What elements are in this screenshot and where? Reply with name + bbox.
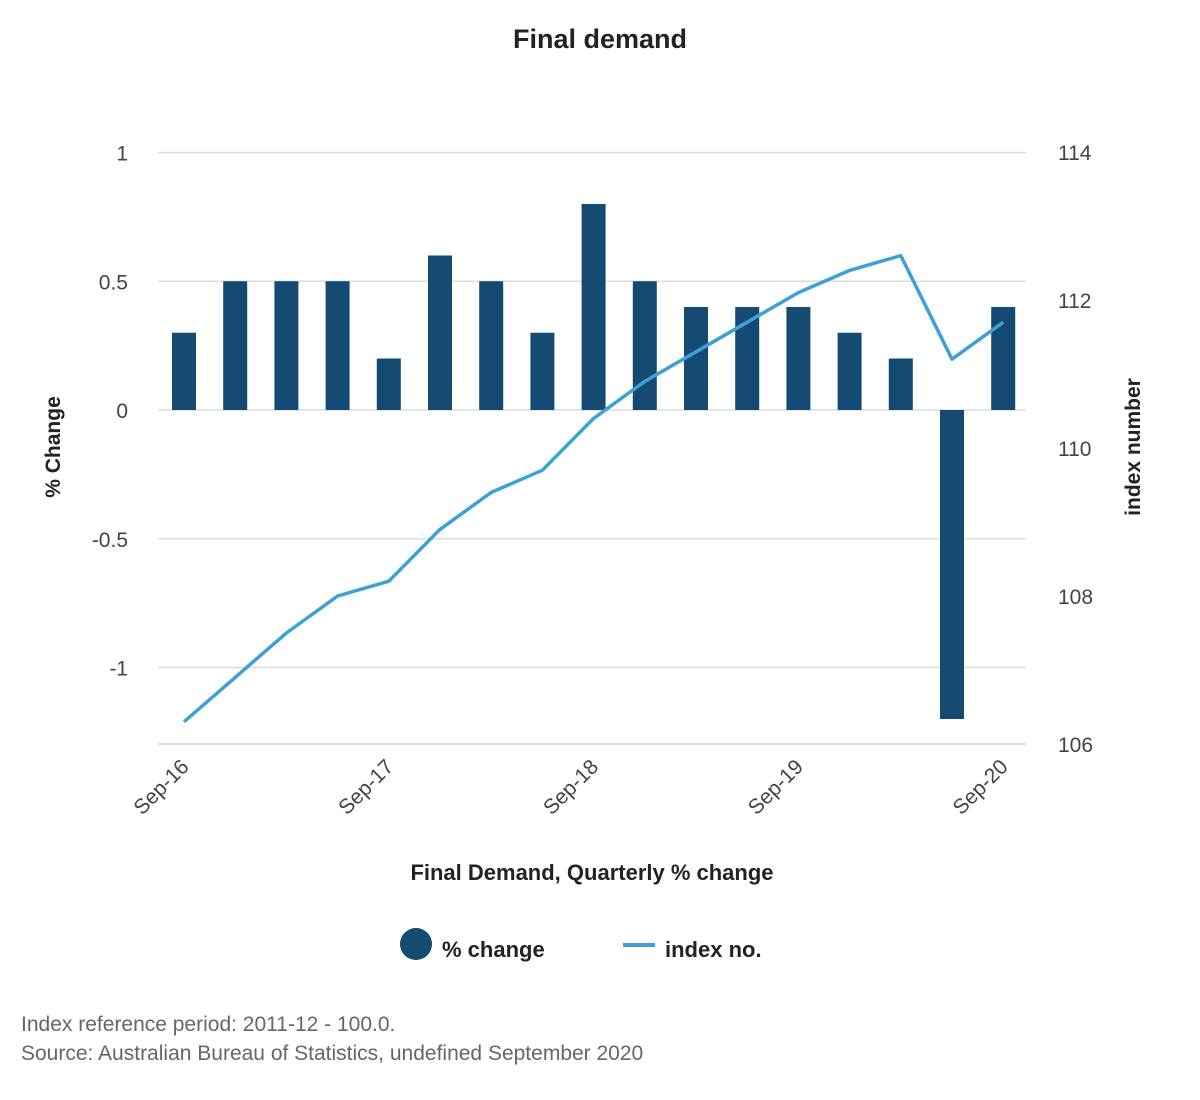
bar-series (172, 204, 1016, 719)
bar-Jun-17 (325, 281, 350, 410)
bar-Mar-19 (684, 307, 708, 410)
y2-tick-label: 108 (1058, 586, 1093, 609)
bar-Jun-20 (940, 410, 964, 719)
footnote-reference-period: Index reference period: 2011-12 - 100.0. (21, 1013, 396, 1036)
line-series (182, 253, 1005, 724)
y2-tick-label: 110 (1058, 438, 1091, 461)
y-tick-label: 1 (116, 143, 128, 166)
index-line (182, 253, 1005, 724)
y2-tick-label: 106 (1058, 734, 1093, 757)
y2-tick-label: 114 (1058, 142, 1092, 165)
y-tick-label: -1 (109, 658, 128, 681)
bar-Sep-16 (172, 332, 196, 410)
x-tick-label: Sep-20 (949, 755, 1013, 819)
y-axis-title: % Change (42, 396, 65, 498)
footnote-source: Source: Australian Bureau of Statistics,… (21, 1042, 644, 1065)
x-axis-title: Final Demand, Quarterly % change (410, 860, 773, 885)
bar-Dec-18 (632, 281, 657, 410)
y-tick-label: -0.5 (92, 529, 128, 552)
x-tick-label: Sep-17 (334, 755, 398, 819)
chart: Final demand 1 0.5 0 -0.5 -1 114 112 110 108 106 S… (42, 24, 1145, 962)
y-tick-label: 0.5 (99, 271, 128, 294)
bar-Sep-19 (786, 307, 811, 410)
bar-Dec-16 (223, 281, 248, 410)
bar-Jun-18 (530, 332, 555, 410)
y-tick-label: 0 (116, 400, 128, 423)
bar-Dec-17 (428, 255, 452, 410)
legend-bar-label: % change (442, 937, 545, 962)
x-tick-label: Sep-16 (129, 755, 193, 819)
bar-Sep-17 (376, 358, 401, 410)
x-tick-label: Sep-18 (539, 755, 603, 819)
legend-line-label: index no. (665, 937, 762, 962)
x-tick-label: Sep-19 (744, 755, 808, 819)
y2-tick-label: 112 (1058, 290, 1091, 313)
chart-title: Final demand (513, 24, 687, 54)
legend: % change index no. (400, 928, 762, 962)
y2-axis-title: index number (1122, 378, 1145, 516)
bar-Dec-19 (837, 332, 862, 410)
bar-Mar-18 (479, 281, 504, 410)
bar-Mar-20 (888, 358, 913, 410)
bar-Sep-18 (581, 204, 606, 410)
legend-bar-swatch (400, 928, 432, 960)
bar-Mar-17 (274, 281, 299, 410)
